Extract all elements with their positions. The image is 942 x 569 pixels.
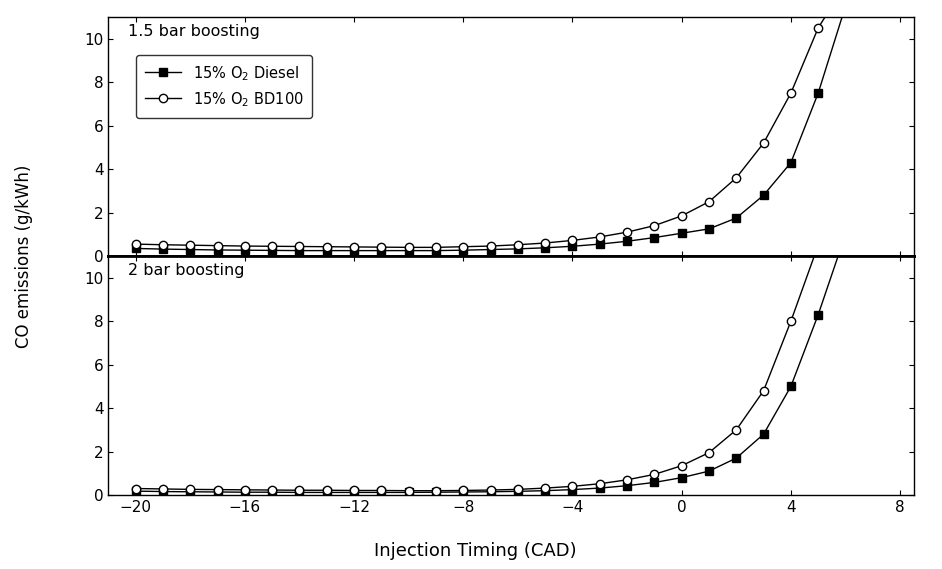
Text: 2 bar boosting: 2 bar boosting: [128, 263, 245, 278]
Text: 1.5 bar boosting: 1.5 bar boosting: [128, 24, 260, 39]
Text: CO emissions (g/kWh): CO emissions (g/kWh): [14, 164, 33, 348]
Text: Injection Timing (CAD): Injection Timing (CAD): [374, 542, 577, 560]
Legend: 15% O$_2$ Diesel, 15% O$_2$ BD100: 15% O$_2$ Diesel, 15% O$_2$ BD100: [136, 55, 312, 118]
